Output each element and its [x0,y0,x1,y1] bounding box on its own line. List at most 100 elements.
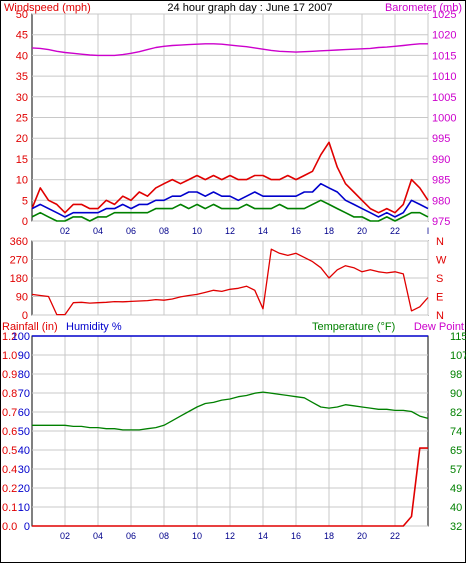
y-tick-label-rain: 0.6 [2,426,17,438]
y-tick-label-windspeed: 15 [16,154,28,166]
x-tick-label: 02 [60,531,70,541]
y-tick-label-direction: 90 [16,292,28,304]
y-tick-label-humidity: 0 [24,521,30,533]
y-tick-label-windspeed: 25 [16,113,28,125]
series-barometer [31,43,428,57]
x-tick-label: 06 [126,531,136,541]
y-tick-label-barometer: 995 [432,133,450,145]
y-tick-label-barometer: 1020 [432,30,456,42]
y-tick-label-humidity: 30 [18,464,30,476]
x-tick-label: 22 [390,226,400,236]
x-tick-label: 12 [225,226,235,236]
x-tick-label: 08 [159,531,169,541]
series-low [31,199,429,222]
y-tick-label-temperature: 98 [450,369,462,381]
y-tick-label-humidity: 40 [18,445,30,457]
y-tick-label-barometer: 985 [432,175,450,187]
y-tick-label-humidity: 80 [18,369,30,381]
y-tick-label-barometer: 1000 [432,113,456,125]
y-tick-label-barometer: 1015 [432,50,456,62]
axis-layer: 0510152025303540455097598098599099510001… [2,9,466,541]
y-tick-label-rain: 1.0 [2,350,17,362]
y-tick-label-windspeed: 50 [16,9,28,21]
x-tick-label: 04 [93,531,103,541]
y-tick-label-rain: 0.2 [2,483,17,495]
y-tick-label-rain: 0.0 [2,521,17,533]
x-tick-label: 12 [225,531,235,541]
y-tick-label-rain: 0.8 [2,388,17,400]
x-tick-label: 20 [357,531,367,541]
compass-label: W [436,255,447,267]
series-rainfall [32,447,428,527]
y-tick-label-rain: 1.2 [2,331,17,343]
y-tick-label-temperature: 65 [450,445,462,457]
x-tick-label: 14 [258,531,268,541]
y-tick-label-windspeed: 30 [16,92,28,104]
y-tick-label-windspeed: 5 [22,195,28,207]
y-tick-label-barometer: 980 [432,195,450,207]
y-tick-label-temperature: 57 [450,464,462,476]
x-tick-label: 18 [324,226,334,236]
rainfall-axis-label: Rainfall (in) [2,321,58,333]
x-tick-label: 10 [192,226,202,236]
y-tick-label-temperature: 115 [450,331,466,343]
humidity-axis-label: Humidity % [66,321,122,333]
x-tick-label: l [427,226,429,236]
y-tick-label-humidity: 10 [18,502,30,514]
y-tick-label-barometer: 1005 [432,92,456,104]
compass-label: E [436,292,443,304]
x-tick-label: 14 [258,226,268,236]
y-tick-label-direction: 270 [10,255,28,267]
y-tick-label-temperature: 107 [450,350,466,362]
y-tick-label-rain: 0.5 [2,445,17,457]
series-average [31,182,429,218]
y-tick-label-humidity: 60 [18,407,30,419]
y-tick-label-temperature: 32 [450,521,462,533]
y-tick-label-windspeed: 0 [22,216,28,228]
y-tick-label-temperature: 82 [450,407,462,419]
temperature-axis-label: Temperature (°F) [312,321,395,333]
compass-label: S [436,273,443,285]
x-tick-label: 22 [390,531,400,541]
x-tick-label: 20 [357,226,367,236]
y-tick-label-direction: 0 [22,310,28,322]
y-tick-label-barometer: 990 [432,154,450,166]
series-direction [31,248,429,316]
x-tick-label: 02 [60,226,70,236]
y-tick-label-rain: 0.7 [2,407,17,419]
y-tick-label-humidity: 70 [18,388,30,400]
x-tick-label: 06 [126,226,136,236]
y-tick-label-rain: 0.4 [2,464,17,476]
x-tick-label: 16 [291,226,301,236]
series-gust [31,141,429,214]
series-layer [31,43,429,527]
x-tick-label: 18 [324,531,334,541]
y-tick-label-humidity: 50 [18,426,30,438]
y-tick-label-barometer: 1010 [432,71,456,83]
y-tick-label-humidity: 100 [12,331,30,343]
windspeed-axis-label: Windspeed (mph) [4,2,91,14]
x-tick-label: 08 [159,226,169,236]
series-temperature [32,391,429,431]
y-tick-label-barometer: 975 [432,216,450,228]
grid-layer [32,13,429,527]
y-tick-label-direction: 360 [10,236,28,248]
y-tick-label-humidity: 20 [18,483,30,495]
y-tick-label-rain: 0.1 [2,502,17,514]
y-tick-label-windspeed: 45 [16,30,28,42]
x-tick-label: 16 [291,531,301,541]
barometer-axis-label: Barometer (mb) [385,2,462,14]
y-tick-label-temperature: 49 [450,483,462,495]
chart-title: 24 hour graph day : June 17 2007 [167,2,332,14]
y-tick-label-windspeed: 10 [16,175,28,187]
compass-label: N [436,236,444,248]
dewpoint-axis-label: Dew Point [414,321,464,333]
compass-label: N [436,310,444,322]
y-tick-label-temperature: 40 [450,502,462,514]
x-tick-label: 10 [192,531,202,541]
y-tick-label-windspeed: 20 [16,133,28,145]
y-tick-label-temperature: 90 [450,388,462,400]
